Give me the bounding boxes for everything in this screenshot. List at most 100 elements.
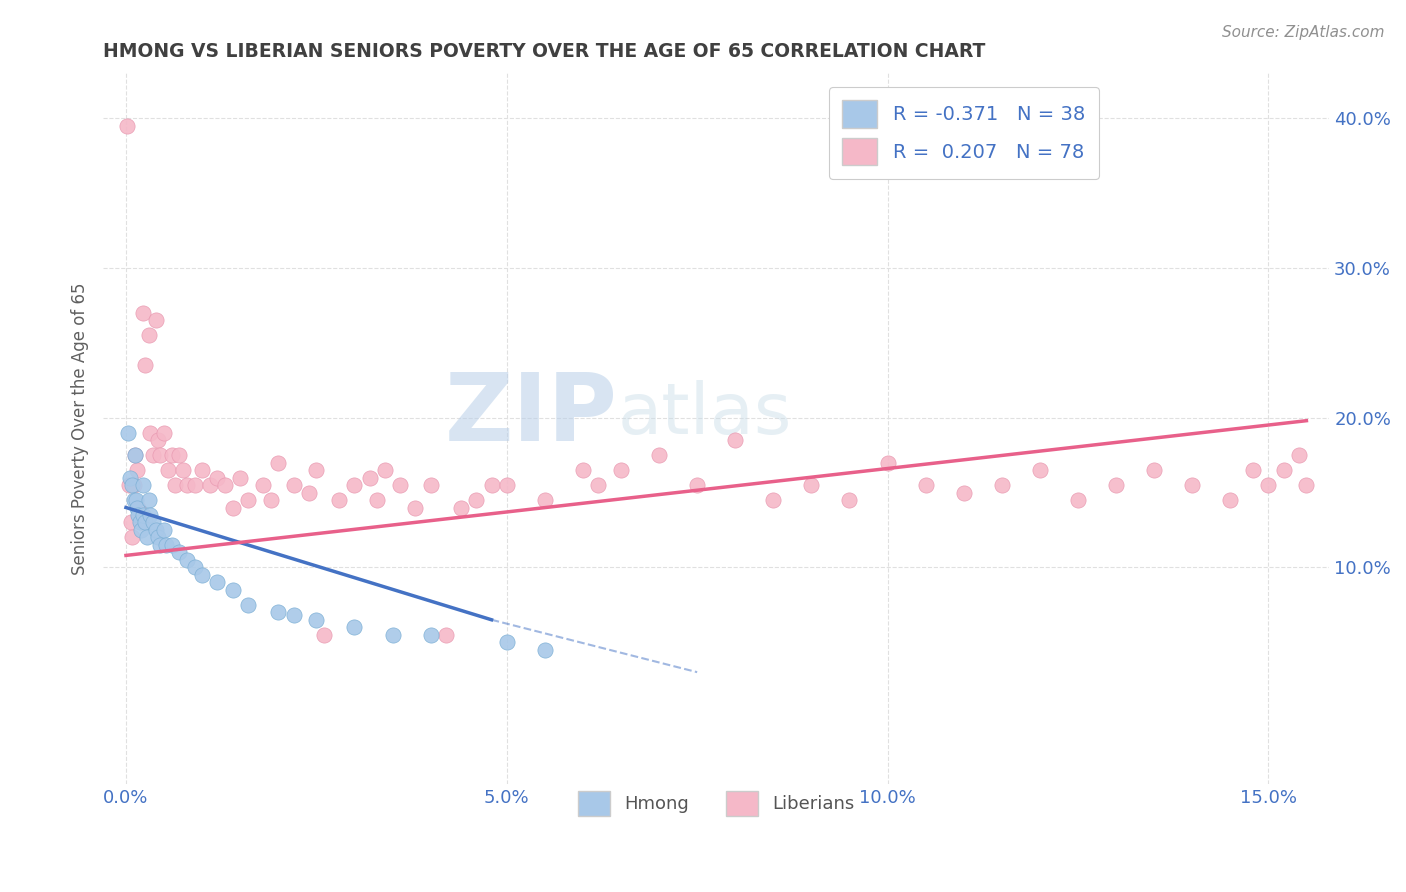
Point — [359, 470, 381, 484]
Point — [914, 478, 936, 492]
Point — [127, 500, 149, 515]
Point — [298, 485, 321, 500]
Point — [160, 448, 183, 462]
Point — [434, 628, 457, 642]
Point — [153, 425, 176, 440]
Point — [155, 538, 177, 552]
Point — [127, 500, 149, 515]
Point — [118, 478, 141, 492]
Point — [135, 531, 157, 545]
Point — [183, 560, 205, 574]
Point — [724, 433, 747, 447]
Point — [305, 613, 328, 627]
Point — [142, 448, 165, 462]
Point — [952, 485, 974, 500]
Point — [838, 493, 860, 508]
Point — [172, 463, 194, 477]
Point — [124, 448, 146, 462]
Point — [283, 478, 305, 492]
Point — [495, 478, 517, 492]
Point — [1257, 478, 1279, 492]
Point — [328, 493, 350, 508]
Point — [160, 538, 183, 552]
Point — [176, 478, 198, 492]
Point — [312, 628, 335, 642]
Point — [121, 531, 143, 545]
Point — [1295, 478, 1317, 492]
Legend: Hmong, Liberians: Hmong, Liberians — [568, 781, 863, 825]
Point — [132, 306, 155, 320]
Point — [191, 567, 214, 582]
Point — [124, 448, 146, 462]
Point — [1288, 448, 1310, 462]
Point — [236, 598, 259, 612]
Point — [586, 478, 609, 492]
Point — [1067, 493, 1090, 508]
Text: ZIP: ZIP — [446, 368, 619, 460]
Point — [419, 628, 441, 642]
Point — [139, 425, 162, 440]
Point — [991, 478, 1014, 492]
Point — [145, 523, 167, 537]
Point — [267, 456, 290, 470]
Point — [381, 628, 404, 642]
Point — [138, 493, 160, 508]
Point — [800, 478, 823, 492]
Point — [1181, 478, 1204, 492]
Point — [366, 493, 388, 508]
Text: Source: ZipAtlas.com: Source: ZipAtlas.com — [1222, 25, 1385, 40]
Point — [236, 493, 259, 508]
Point — [122, 478, 145, 492]
Point — [305, 463, 328, 477]
Point — [129, 516, 152, 530]
Point — [153, 523, 176, 537]
Point — [1143, 463, 1166, 477]
Point — [191, 463, 214, 477]
Point — [465, 493, 488, 508]
Point — [343, 478, 366, 492]
Point — [207, 470, 229, 484]
Point — [648, 448, 671, 462]
Point — [165, 478, 187, 492]
Text: HMONG VS LIBERIAN SENIORS POVERTY OVER THE AGE OF 65 CORRELATION CHART: HMONG VS LIBERIAN SENIORS POVERTY OVER T… — [103, 42, 986, 61]
Point — [283, 608, 305, 623]
Point — [1219, 493, 1241, 508]
Point — [122, 493, 145, 508]
Point — [128, 516, 150, 530]
Point — [138, 328, 160, 343]
Point — [169, 448, 191, 462]
Point — [389, 478, 412, 492]
Point — [149, 538, 172, 552]
Point — [686, 478, 709, 492]
Point — [146, 531, 169, 545]
Point — [481, 478, 503, 492]
Point — [1105, 478, 1128, 492]
Point — [1029, 463, 1052, 477]
Point — [128, 508, 150, 522]
Point — [132, 508, 155, 522]
Point — [117, 119, 139, 133]
Point — [450, 500, 472, 515]
Point — [343, 620, 366, 634]
Point — [127, 508, 149, 522]
Point — [117, 425, 139, 440]
Point — [534, 493, 557, 508]
Point — [260, 493, 283, 508]
Point — [419, 478, 441, 492]
Point — [572, 463, 595, 477]
Point — [134, 516, 156, 530]
Y-axis label: Seniors Poverty Over the Age of 65: Seniors Poverty Over the Age of 65 — [72, 283, 89, 575]
Point — [221, 582, 243, 597]
Point — [214, 478, 236, 492]
Point — [146, 433, 169, 447]
Point — [374, 463, 396, 477]
Point — [1241, 463, 1264, 477]
Point — [169, 545, 191, 559]
Point — [145, 313, 167, 327]
Point — [142, 516, 165, 530]
Point — [149, 448, 172, 462]
Point — [132, 478, 155, 492]
Point — [610, 463, 633, 477]
Point — [129, 523, 152, 537]
Point — [120, 516, 142, 530]
